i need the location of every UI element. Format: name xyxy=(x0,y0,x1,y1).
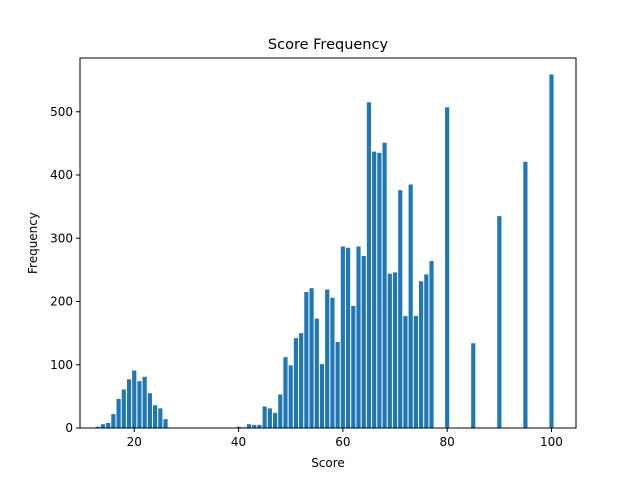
bar-score-85 xyxy=(471,343,476,428)
bar-score-64 xyxy=(361,255,366,428)
bar-score-56 xyxy=(319,364,325,428)
bar-score-60 xyxy=(340,246,345,428)
bar-score-24 xyxy=(153,405,158,428)
bar-score-75 xyxy=(419,281,424,428)
x-tick-label: 20 xyxy=(127,435,142,449)
x-tick-label: 60 xyxy=(335,435,350,449)
bar-score-25 xyxy=(158,408,163,428)
x-tick-label: 40 xyxy=(231,435,246,449)
bar-score-58 xyxy=(330,297,335,428)
bar-score-53 xyxy=(304,292,309,428)
bar-score-23 xyxy=(147,393,152,428)
bar-score-59 xyxy=(335,341,340,428)
y-tick-label: 0 xyxy=(65,421,73,435)
bar-score-20 xyxy=(132,370,137,428)
y-tick-label: 100 xyxy=(50,358,73,372)
bar-score-70 xyxy=(392,272,398,428)
x-axis-label: Score xyxy=(311,456,345,470)
bar-score-74 xyxy=(413,316,418,428)
chart-title: Score Frequency xyxy=(268,37,389,53)
bar-score-21 xyxy=(137,381,142,428)
bar-score-17 xyxy=(116,398,121,428)
bar-score-61 xyxy=(345,247,351,428)
bar-score-22 xyxy=(142,376,147,428)
bar-score-63 xyxy=(356,246,361,428)
bar-score-15 xyxy=(106,422,111,428)
bar-score-65 xyxy=(366,102,372,429)
bar-score-13 xyxy=(95,426,100,428)
y-tick-label: 400 xyxy=(50,168,73,182)
bar-score-45 xyxy=(262,406,267,428)
x-axis-ticks: 20 40 60 80 100 xyxy=(127,428,563,449)
bar-score-48 xyxy=(278,394,283,428)
y-tick-label: 200 xyxy=(50,295,73,309)
bar-score-51 xyxy=(293,338,299,428)
y-axis-ticks: 0 100 200 300 400 500 xyxy=(50,105,80,435)
bar-score-90 xyxy=(497,216,502,428)
bar-score-57 xyxy=(325,289,330,428)
bar-score-16 xyxy=(111,414,116,428)
bar-score-72 xyxy=(403,316,408,428)
plot-frame xyxy=(79,57,577,429)
bar-score-76 xyxy=(424,274,429,428)
bar-score-19 xyxy=(126,379,132,428)
bar-score-69 xyxy=(387,273,392,428)
bar-score-44 xyxy=(257,424,262,428)
x-tick-label: 80 xyxy=(440,435,455,449)
bar-score-52 xyxy=(299,333,304,428)
bar-score-80 xyxy=(445,107,450,428)
bar-score-43 xyxy=(252,424,257,428)
bar-score-67 xyxy=(377,152,382,428)
bar-score-46 xyxy=(267,408,272,428)
bar-score-62 xyxy=(351,305,356,428)
bar-score-18 xyxy=(121,389,126,428)
bar-score-54 xyxy=(309,288,314,428)
bar-score-47 xyxy=(272,412,278,428)
bar-score-42 xyxy=(246,424,252,428)
bar-score-77 xyxy=(429,261,434,428)
bar-score-55 xyxy=(314,318,319,428)
y-axis-label: Frequency xyxy=(26,212,40,274)
bar-score-71 xyxy=(398,190,403,428)
bar-score-14 xyxy=(100,424,106,428)
bar-score-66 xyxy=(372,151,377,429)
bar-score-73 xyxy=(408,184,413,428)
bar-score-68 xyxy=(382,142,387,428)
bar-score-95 xyxy=(523,161,528,429)
x-tick-label: 100 xyxy=(540,435,563,449)
y-tick-label: 300 xyxy=(50,231,73,245)
bar-score-100 xyxy=(549,74,554,428)
bar-score-49 xyxy=(283,357,288,428)
bar-score-50 xyxy=(288,365,293,428)
bar-score-40 xyxy=(236,426,241,428)
bar-score-26 xyxy=(163,419,168,428)
y-tick-label: 500 xyxy=(50,105,73,119)
bars-group xyxy=(95,74,554,429)
